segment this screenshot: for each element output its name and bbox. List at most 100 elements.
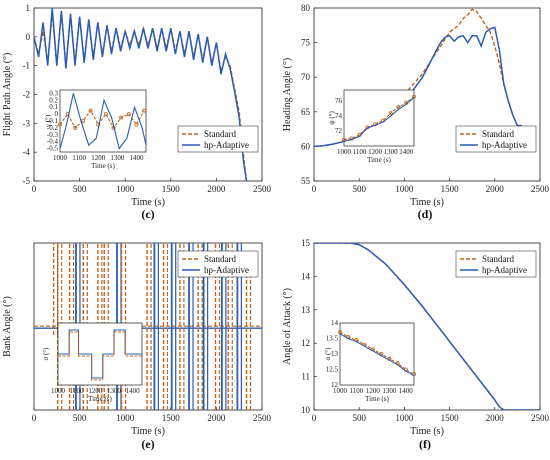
x-tick-label: 0: [312, 413, 317, 423]
x-tick-label: 2500: [253, 184, 272, 194]
inset-x-tick-label: 1300: [384, 148, 399, 156]
inset-x-label: Time (s): [365, 395, 389, 403]
legend-label: hp-Adaptive: [204, 140, 249, 150]
y-axis-label: Angle of Attack (°): [282, 288, 293, 365]
legend-box: [177, 250, 259, 278]
series-line-hp-adaptive: [314, 243, 540, 410]
legend-box: [455, 250, 537, 278]
inset-x-tick-label: 1200: [368, 148, 383, 156]
inset-marker: [58, 122, 63, 127]
legend-label: Standard: [204, 129, 236, 139]
inset-y-label: γ (°): [44, 114, 52, 128]
y-tick-label: 60: [301, 141, 311, 151]
inset-y-tick-label: 14: [331, 319, 339, 327]
inset: 1000 1100 1200 1300 1400 Time (s) ψ (°) 72 74 76: [328, 89, 416, 164]
inset-y-tick-label: 0.1: [49, 103, 58, 111]
x-axis-label: Time (s): [410, 426, 444, 437]
y-tick-label: 65: [301, 107, 311, 117]
x-tick-label: 1500: [162, 413, 181, 423]
inset-marker: [103, 112, 108, 117]
inset-y-tick-label: 0.2: [49, 96, 58, 104]
y-tick-label: -3: [23, 118, 31, 128]
inset-series-standard: [59, 109, 145, 129]
x-tick-label: 2000: [207, 413, 226, 423]
x-tick-label: 0: [32, 184, 37, 194]
x-axis-label: Time (s): [131, 426, 165, 437]
legend-label: Standard: [482, 129, 514, 139]
inset-y-tick-label: 12.5: [326, 366, 339, 374]
inset-marker: [411, 372, 416, 377]
x-tick-label: 2000: [486, 184, 505, 194]
inset-marker: [88, 108, 93, 113]
panel-label: (e): [141, 437, 154, 451]
inset-frame: [339, 322, 415, 386]
inset-x-tick-label: 1200: [88, 387, 103, 395]
x-tick-label: 500: [352, 184, 366, 194]
x-tick-label: 1000: [116, 413, 135, 423]
y-tick-label: 13: [301, 305, 311, 315]
inset-x-tick-label: 1400: [126, 387, 141, 395]
y-tick-label: 55: [301, 176, 311, 186]
panel-e: 0 500 1000 1500 2000 2500 Time (s) Bank Angle (…: [2, 242, 272, 451]
inset-x-tick-label: 1000: [51, 387, 66, 395]
x-tick-label: 500: [73, 413, 87, 423]
inset-series-standard: [339, 331, 415, 375]
inset-x-tick-label: 1400: [399, 387, 414, 395]
inset-x-tick-label: 1000: [53, 154, 68, 162]
inset-x-tick-label: 1000: [337, 148, 352, 156]
x-tick-label: 0: [312, 184, 317, 194]
inset-x-label: Time (s): [367, 156, 391, 164]
inset-marker: [341, 138, 346, 143]
x-tick-label: 500: [73, 184, 87, 194]
y-tick-label: 70: [301, 72, 311, 82]
y-tick-label: 11: [301, 372, 310, 382]
panel-f: 0 500 1000 1500 2000 2500 10 11 12 13 14 15 Time (s)…: [282, 238, 550, 451]
x-tick-label: 1500: [441, 413, 460, 423]
inset-x-tick-label: 1200: [91, 154, 106, 162]
inset-y-label: α (°): [324, 347, 332, 361]
inset-y-tick-label: -0.2: [47, 124, 59, 132]
inset-y-tick-label: -0.4: [47, 138, 59, 146]
y-tick-label: 0: [26, 32, 31, 42]
inset-y-tick-label: 72: [335, 127, 343, 135]
x-tick-label: 2500: [531, 184, 550, 194]
inset-series-adaptive: [343, 97, 415, 143]
y-tick-label: -2: [23, 90, 31, 100]
inset-x-label: Time (s): [91, 162, 115, 170]
y-tick-label: 14: [301, 271, 311, 281]
panel-label: (c): [141, 207, 154, 221]
x-tick-label: 2500: [253, 413, 272, 423]
inset-y-tick-label: -0.3: [47, 131, 59, 139]
legend-label: hp-Adaptive: [482, 140, 527, 150]
y-tick-label: 15: [301, 238, 311, 248]
legend-label: Standard: [204, 254, 236, 264]
inset-x-tick-label: 1200: [366, 387, 381, 395]
legend-label: hp-Adaptive: [482, 265, 527, 275]
inset-marker: [119, 115, 124, 120]
inset: 1000 1100 1200 1300 1400 Time (s) σ (°): [42, 322, 143, 403]
inset-x-tick-label: 1400: [129, 154, 144, 162]
inset-x-tick-label: 1400: [399, 148, 414, 156]
inset-x-label: Time (s): [88, 395, 112, 403]
y-tick-label: -4: [23, 147, 31, 157]
x-tick-label: 1000: [116, 184, 135, 194]
x-tick-label: 2000: [207, 184, 226, 194]
inset-x-tick-label: 1100: [70, 387, 84, 395]
legend-label: hp-Adaptive: [204, 265, 249, 275]
y-tick-label: 75: [301, 38, 311, 48]
plot-area: [34, 8, 248, 181]
x-axis-label: Time (s): [410, 197, 444, 208]
y-tick-label: -1: [23, 61, 31, 71]
inset-marker: [134, 122, 139, 127]
inset: 1000 1100 1200 1300 1400 Time (s) α (°) 12 12.5 1…: [324, 319, 416, 403]
inset-series-adaptive: [339, 333, 415, 377]
panel-d: 0 500 1000 1500 2000 2500 55 60 65 70 75 80 Time (s)…: [282, 3, 550, 221]
legend-box: [177, 125, 259, 153]
plot-area: [314, 243, 540, 410]
legend-label: Standard: [482, 254, 514, 264]
y-tick-label: -5: [23, 176, 31, 186]
